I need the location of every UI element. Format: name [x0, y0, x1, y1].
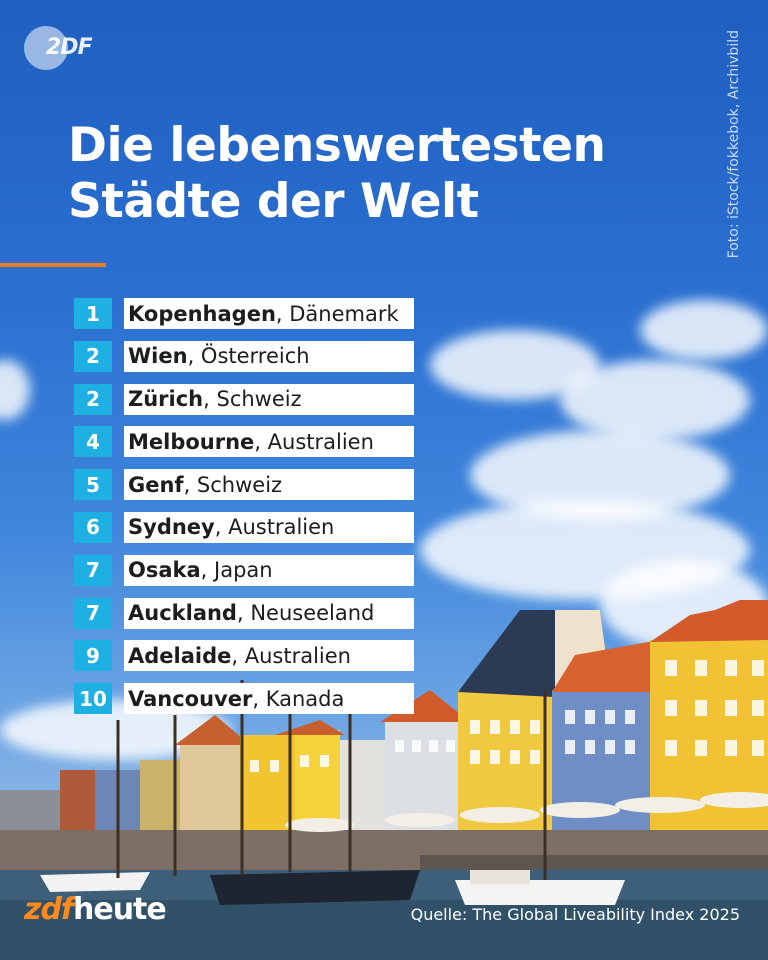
cloud [640, 300, 768, 360]
city-name: Vancouver [128, 686, 253, 711]
rank-badge: 7 [74, 597, 112, 629]
city-label: Wien, Österreich [124, 340, 414, 372]
country-name: , Schweiz [203, 387, 302, 412]
ranking-row: 7 Osaka, Japan [74, 554, 414, 586]
rank-badge: 1 [74, 298, 112, 329]
ranking-row: 2 Wien, Österreich [74, 340, 414, 372]
country-name: , Japan [200, 558, 273, 583]
city-label: Genf, Schweiz [124, 469, 414, 501]
country-name: , Australien [231, 643, 351, 668]
rank-badge: 6 [74, 511, 112, 543]
ranking-row: 10 Vancouver, Kanada [74, 683, 414, 715]
city-label: Kopenhagen, Dänemark [124, 298, 414, 329]
city-name: Adelaide [128, 643, 232, 668]
rank-badge: 10 [74, 683, 112, 715]
accent-divider [0, 263, 106, 267]
ranking-list: 1 Kopenhagen, Dänemark 2 Wien, Österreic… [74, 298, 414, 726]
city-name: Sydney [128, 515, 215, 540]
ranking-row: 7 Auckland, Neuseeland [74, 597, 414, 629]
ranking-row: 2 Zürich, Schweiz [74, 383, 414, 415]
source-note: Quelle: The Global Liveability Index 202… [410, 905, 740, 924]
city-name: Wien [128, 344, 188, 369]
rank-badge: 9 [74, 640, 112, 672]
country-name: , Schweiz [183, 472, 283, 497]
country-name: , Dänemark [275, 301, 399, 326]
ranking-row: 1 Kopenhagen, Dänemark [74, 298, 414, 329]
brand-suffix: heute [73, 892, 167, 927]
country-name: , Neuseeland [236, 601, 375, 626]
rank-badge: 4 [74, 426, 112, 458]
city-name: Auckland [128, 601, 237, 626]
country-name: , Australien [254, 429, 374, 454]
city-label: Vancouver, Kanada [124, 683, 414, 715]
cloud [560, 360, 750, 440]
ranking-row: 4 Melbourne, Australien [74, 426, 414, 458]
page-title: Die lebenswertesten Städte der Welt [68, 118, 648, 231]
photo-credit: Foto: iStock/fokkebok, Archivbild [726, 30, 742, 259]
rank-badge: 5 [74, 469, 112, 501]
city-name: Kopenhagen [128, 301, 276, 326]
brand-prefix: zdf [24, 892, 74, 927]
city-name: Melbourne [128, 429, 255, 454]
rank-badge: 7 [74, 554, 112, 586]
city-label: Osaka, Japan [124, 554, 414, 586]
ranking-row: 9 Adelaide, Australien [74, 640, 414, 672]
zdf-logo: 2DF [24, 26, 93, 70]
title-line-1: Die lebenswertesten [68, 118, 606, 173]
ranking-row: 6 Sydney, Australien [74, 511, 414, 543]
zdfheute-logo: zdfheute [24, 892, 167, 927]
city-label: Auckland, Neuseeland [124, 597, 414, 629]
city-label: Melbourne, Australien [124, 426, 414, 458]
logo-circle-icon [24, 26, 68, 70]
country-name: , Kanada [252, 686, 345, 711]
city-label: Adelaide, Australien [124, 640, 414, 672]
city-label: Zürich, Schweiz [124, 383, 414, 415]
rank-badge: 2 [74, 383, 112, 415]
country-name: , Österreich [187, 344, 310, 369]
city-name: Osaka [128, 558, 201, 583]
country-name: , Australien [214, 515, 335, 540]
ranking-row: 5 Genf, Schweiz [74, 469, 414, 501]
title-line-2: Städte der Welt [68, 174, 479, 230]
logo-text: 2DF [46, 35, 93, 60]
rank-badge: 2 [74, 340, 112, 372]
city-name: Zürich [128, 387, 204, 412]
city-label: Sydney, Australien [124, 511, 414, 543]
city-name: Genf [128, 472, 184, 497]
